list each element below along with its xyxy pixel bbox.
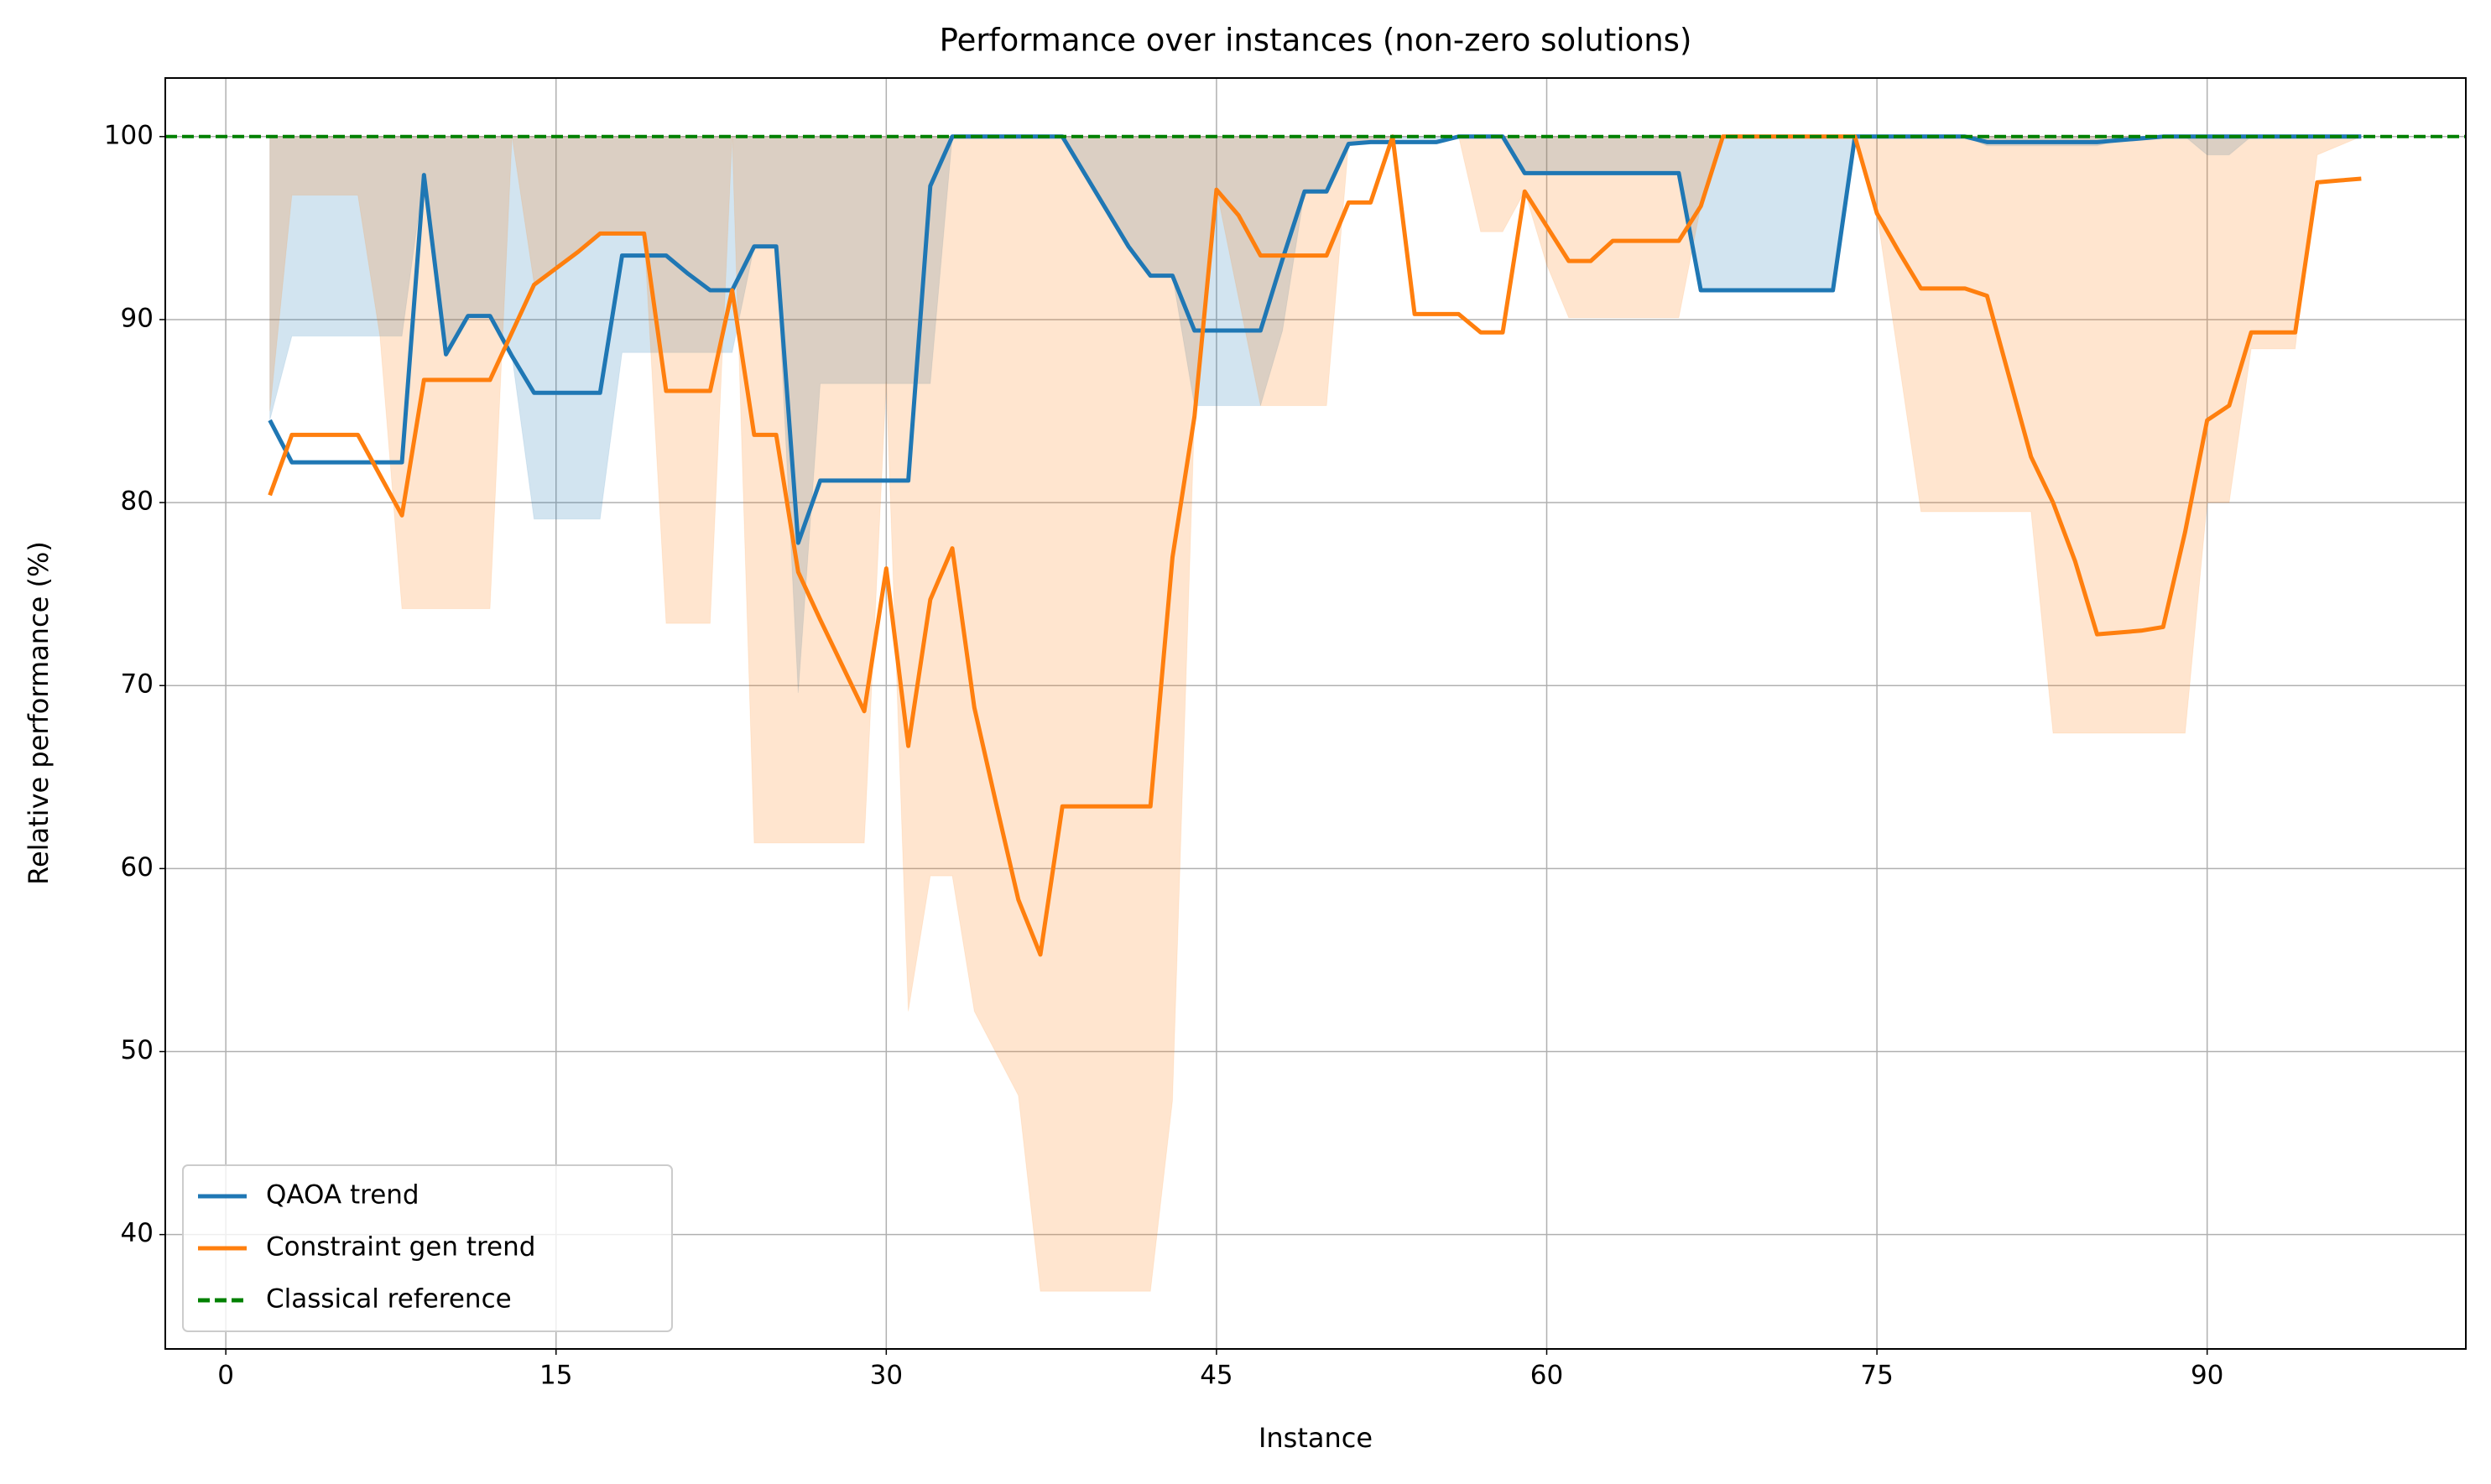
y-tick-label: 100: [104, 120, 154, 150]
x-tick-label: 60: [1530, 1361, 1563, 1391]
y-axis-label: Relative performance (%): [23, 541, 55, 885]
x-tick-label: 90: [2191, 1361, 2223, 1391]
legend-label: QAOA trend: [266, 1180, 420, 1211]
y-tick-label: 60: [121, 852, 154, 883]
axes-frame: [164, 77, 2467, 1350]
legend-box: [182, 1164, 673, 1332]
y-tick-label: 70: [121, 669, 154, 700]
x-tick-label: 45: [1200, 1361, 1232, 1391]
y-tick-label: 90: [121, 303, 154, 333]
legend-label: Classical reference: [266, 1284, 512, 1315]
plot-area: 0 15 30 45 60 75 90 40 50 60 70 80 90 100 QAOA trend Co…: [104, 77, 2467, 1391]
trend-line: [268, 134, 2362, 545]
x-tick-label: 15: [539, 1361, 572, 1391]
y-tick-label: 40: [121, 1218, 154, 1248]
y-tick-label: 50: [121, 1035, 154, 1065]
x-axis-label: Instance: [1259, 1422, 1373, 1454]
x-tick-label: 0: [217, 1361, 234, 1391]
trend-line: [268, 134, 2362, 957]
chart-title: Performance over instances (non-zero sol…: [940, 23, 1692, 59]
x-tick-label: 75: [1860, 1361, 1893, 1391]
x-tick-label: 30: [870, 1361, 903, 1391]
legend-label: Constraint gen trend: [266, 1232, 535, 1263]
y-tick-label: 80: [121, 487, 154, 517]
